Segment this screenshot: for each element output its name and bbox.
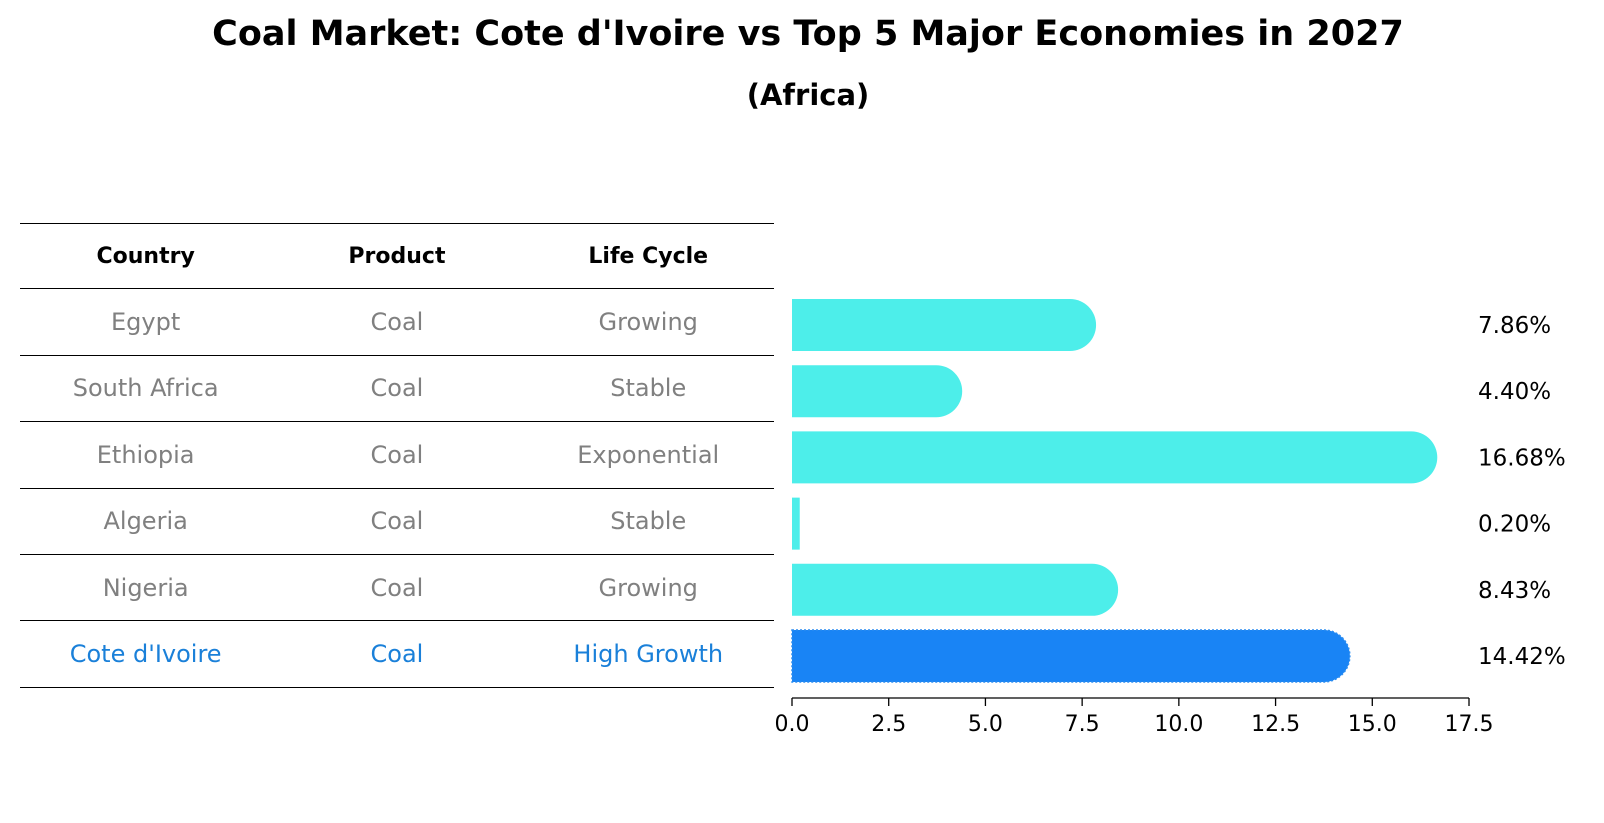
bar-value-label: 4.40% <box>1478 379 1551 405</box>
cell-product: Coal <box>370 374 424 403</box>
bar <box>792 365 963 418</box>
chart-title: Coal Market: Cote d'Ivoire vs Top 5 Majo… <box>212 14 1404 54</box>
x-tick-label: 5.0 <box>968 712 1003 737</box>
bar-value-label: 7.86% <box>1478 313 1551 339</box>
cell-life-cycle: Growing <box>598 308 698 337</box>
bar-value-label: 8.43% <box>1478 578 1551 604</box>
table-row: Ethiopia Coal Exponential <box>20 422 774 489</box>
x-tick-label: 0.0 <box>775 712 810 737</box>
cell-life-cycle: Exponential <box>577 440 720 469</box>
table-row: Algeria Coal Stable <box>20 489 774 555</box>
bar <box>792 299 1097 351</box>
cell-country: Ethiopia <box>96 440 195 469</box>
cell-life-cycle: Stable <box>610 374 687 403</box>
cell-country: Egypt <box>111 308 181 337</box>
x-tick-label: 17.5 <box>1445 712 1494 737</box>
bar-highlighted <box>791 629 1351 683</box>
cell-country: Cote d'Ivoire <box>69 640 222 669</box>
x-tick-label: 10.0 <box>1154 712 1203 737</box>
bar-value-label: 14.42% <box>1478 644 1566 670</box>
bar <box>792 497 800 550</box>
data-table: Country Product Life Cycle Egypt Coal Gr… <box>20 223 774 688</box>
bar-value-label: 0.20% <box>1478 512 1551 538</box>
table-row: Egypt Coal Growing <box>20 289 774 356</box>
x-tick-label: 7.5 <box>1065 712 1100 737</box>
table-header-row: Country Product Life Cycle <box>20 223 774 290</box>
cell-product: Coal <box>370 640 424 669</box>
cell-country: Nigeria <box>102 573 189 602</box>
cell-country: Algeria <box>103 507 188 536</box>
cell-product: Coal <box>370 507 424 536</box>
header-product: Product <box>348 243 446 269</box>
cell-life-cycle: Growing <box>598 573 698 602</box>
header-life-cycle: Life Cycle <box>588 243 709 269</box>
cell-product: Coal <box>370 440 424 469</box>
table-row: South Africa Coal Stable <box>20 356 774 423</box>
bar <box>792 431 1438 484</box>
cell-product: Coal <box>370 573 424 602</box>
table-row: Nigeria Coal Growing <box>20 555 774 622</box>
x-tick-label: 12.5 <box>1251 712 1300 737</box>
cell-life-cycle: High Growth <box>573 640 724 669</box>
x-tick-label: 15.0 <box>1348 712 1397 737</box>
bar-value-label: 16.68% <box>1478 445 1566 471</box>
cell-product: Coal <box>370 308 424 337</box>
cell-life-cycle: Stable <box>610 507 687 536</box>
cell-country: South Africa <box>72 374 219 403</box>
chart-subtitle: (Africa) <box>746 78 870 112</box>
x-tick-label: 2.5 <box>871 712 906 737</box>
table-row-highlighted: Cote d'Ivoire Coal High Growth <box>20 621 774 688</box>
header-country: Country <box>96 243 195 269</box>
bar <box>792 563 1119 616</box>
